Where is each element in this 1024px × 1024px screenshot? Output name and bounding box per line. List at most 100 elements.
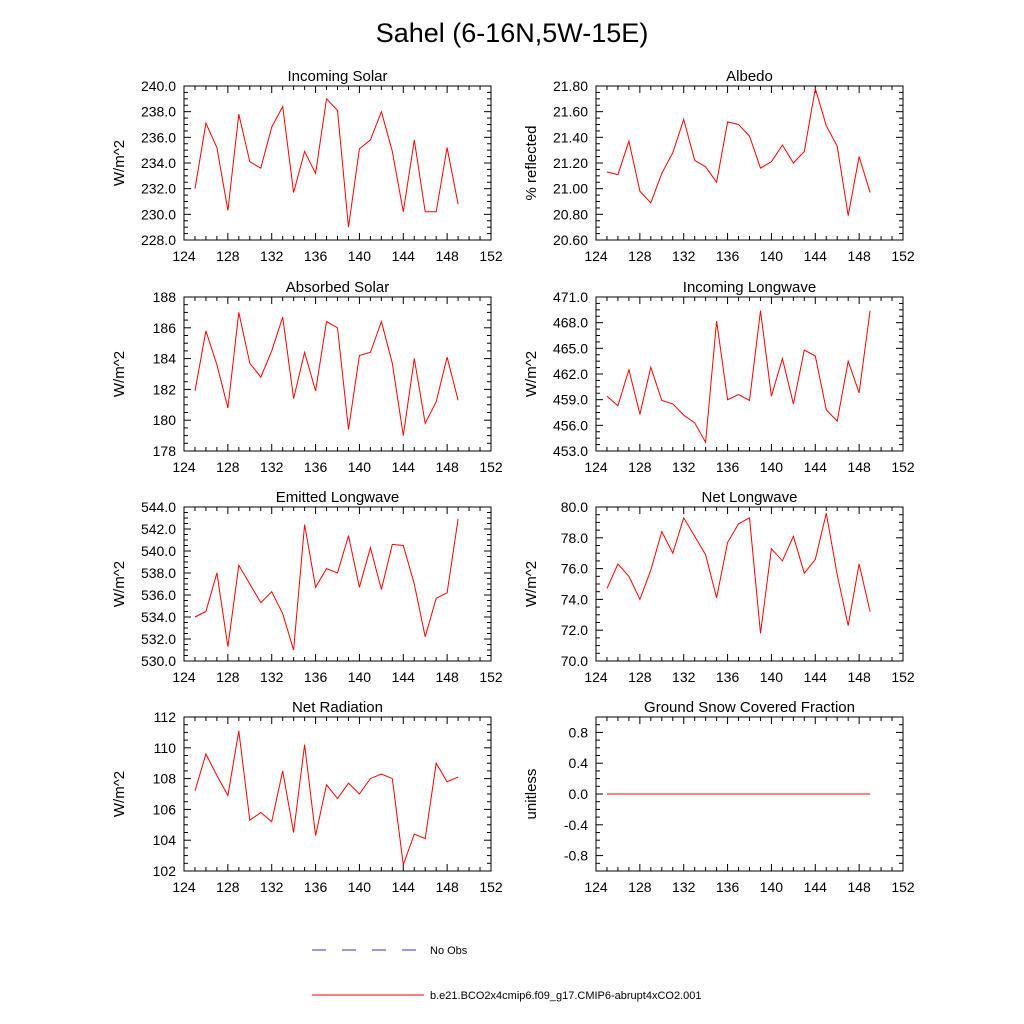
y-axis-label: W/m^2 xyxy=(111,351,128,397)
chart-panel-5: Emitted Longwave 124 128 132 136 140 144 148 152… xyxy=(111,489,503,685)
x-tick-label: 140 xyxy=(348,459,372,475)
x-tick-label: 124 xyxy=(172,248,196,264)
series-line-model xyxy=(194,312,459,436)
x-tick-label: 128 xyxy=(628,669,652,685)
y-tick-label: 74.0 xyxy=(561,591,588,607)
x-tick-label: 140 xyxy=(348,879,372,895)
x-tick-label: 128 xyxy=(216,248,240,264)
y-tick-label: 453.0 xyxy=(553,443,588,459)
x-tick-label: 148 xyxy=(847,248,871,264)
x-tick-label: 124 xyxy=(584,879,608,895)
y-tick-label: 530.0 xyxy=(141,653,176,669)
x-tick-label: 132 xyxy=(260,459,284,475)
x-tick-label: 140 xyxy=(760,248,784,264)
y-tick-label: 106 xyxy=(153,801,177,817)
y-tick-label: 112 xyxy=(154,709,177,725)
x-tick-label: 124 xyxy=(172,459,196,475)
legend-model-label: b.e21.BCO2x4cmip6.f09_g17.CMIP6-abrupt4x… xyxy=(430,990,702,1002)
chart-panel-7: Net Radiation 124 128 132 136 140 144 148 152 102… xyxy=(111,699,503,895)
x-tick-label: 152 xyxy=(891,459,915,475)
x-tick-label: 128 xyxy=(216,879,240,895)
y-tick-label: 182 xyxy=(153,381,177,397)
x-tick-label: 148 xyxy=(847,669,871,685)
x-tick-label: 128 xyxy=(628,879,652,895)
y-tick-label: 236.0 xyxy=(141,129,176,145)
y-tick-label: 178 xyxy=(153,443,177,459)
y-tick-label: 20.80 xyxy=(553,206,588,222)
x-tick-label: 136 xyxy=(716,248,740,264)
x-tick-label: 124 xyxy=(584,248,608,264)
y-axis-label: W/m^2 xyxy=(111,561,128,607)
y-tick-label: 540.0 xyxy=(141,543,176,559)
y-tick-label: 538.0 xyxy=(141,565,176,581)
x-tick-label: 128 xyxy=(628,459,652,475)
series-line-model xyxy=(194,730,459,865)
x-tick-label: 124 xyxy=(584,459,608,475)
y-tick-label: 21.60 xyxy=(553,104,588,120)
y-tick-label: 534.0 xyxy=(141,609,176,625)
panel-title: Absorbed Solar xyxy=(286,279,389,296)
series-line-model xyxy=(606,513,871,634)
chart-panel-4: Incoming Longwave 124 128 132 136 140 144 148 15… xyxy=(523,279,915,475)
y-tick-label: 0.8 xyxy=(569,724,589,740)
x-tick-label: 124 xyxy=(584,669,608,685)
x-tick-label: 144 xyxy=(392,248,416,264)
x-tick-label: 144 xyxy=(804,669,828,685)
y-axis-label: W/m^2 xyxy=(523,561,540,607)
y-tick-label: 21.80 xyxy=(553,78,588,94)
y-tick-label: -0.4 xyxy=(564,817,588,833)
plot-frame xyxy=(183,506,492,662)
y-tick-label: 108 xyxy=(153,771,177,787)
x-tick-label: 132 xyxy=(672,669,696,685)
series-line-model xyxy=(606,310,871,445)
x-tick-label: 152 xyxy=(479,248,503,264)
x-tick-label: 136 xyxy=(716,879,740,895)
y-tick-label: 72.0 xyxy=(561,622,588,638)
x-tick-label: 124 xyxy=(172,669,196,685)
plot-frame xyxy=(595,296,904,452)
y-tick-label: 102 xyxy=(153,863,177,879)
y-tick-label: 184 xyxy=(153,351,177,367)
chart-panel-3: Absorbed Solar 124 128 132 136 140 144 148 152 17… xyxy=(111,279,503,475)
y-tick-label: 456.0 xyxy=(553,417,588,433)
y-tick-label: -0.8 xyxy=(564,848,588,864)
y-tick-label: 80.0 xyxy=(561,499,588,515)
y-tick-label: 459.0 xyxy=(553,392,588,408)
y-tick-label: 238.0 xyxy=(141,104,176,120)
x-tick-label: 148 xyxy=(435,669,459,685)
y-axis-label: unitless xyxy=(523,769,540,820)
x-tick-label: 152 xyxy=(891,248,915,264)
y-tick-label: 232.0 xyxy=(141,181,176,197)
y-tick-label: 462.0 xyxy=(553,366,588,382)
panel-title: Net Longwave xyxy=(702,489,798,506)
x-tick-label: 132 xyxy=(672,248,696,264)
x-tick-label: 152 xyxy=(479,459,503,475)
y-tick-label: 0.4 xyxy=(569,755,589,771)
x-tick-label: 140 xyxy=(760,459,784,475)
y-tick-label: 76.0 xyxy=(561,561,588,577)
y-axis-label: W/m^2 xyxy=(111,140,128,186)
plot-frame xyxy=(595,85,904,241)
x-tick-label: 140 xyxy=(348,248,372,264)
y-tick-label: 532.0 xyxy=(141,631,176,647)
panel-title: Albedo xyxy=(726,68,773,85)
x-tick-label: 148 xyxy=(435,879,459,895)
x-tick-label: 136 xyxy=(304,459,328,475)
y-axis-label: W/m^2 xyxy=(523,351,540,397)
chart-panel-8: Ground Snow Covered Fraction 124 128 132 136… xyxy=(523,699,915,895)
y-tick-label: 544.0 xyxy=(141,499,176,515)
chart-panel-1: Incoming Solar 124 128 132 136 140 144 148 152 22… xyxy=(111,68,503,264)
x-tick-label: 136 xyxy=(716,459,740,475)
y-tick-label: 70.0 xyxy=(561,653,588,669)
chart-panel-6: Net Longwave 124 128 132 136 140 144 148 152 70.0… xyxy=(523,489,915,685)
legend-obs-label: No Obs xyxy=(430,945,468,957)
x-tick-label: 152 xyxy=(891,669,915,685)
series-line-model xyxy=(606,88,871,216)
x-tick-label: 132 xyxy=(260,879,284,895)
y-tick-label: 78.0 xyxy=(561,530,588,546)
y-axis-label: % reflected xyxy=(523,125,540,200)
x-tick-label: 128 xyxy=(216,669,240,685)
x-tick-label: 132 xyxy=(672,879,696,895)
panels-group: Incoming Solar 124 128 132 136 140 144 148 152 22… xyxy=(111,68,915,895)
